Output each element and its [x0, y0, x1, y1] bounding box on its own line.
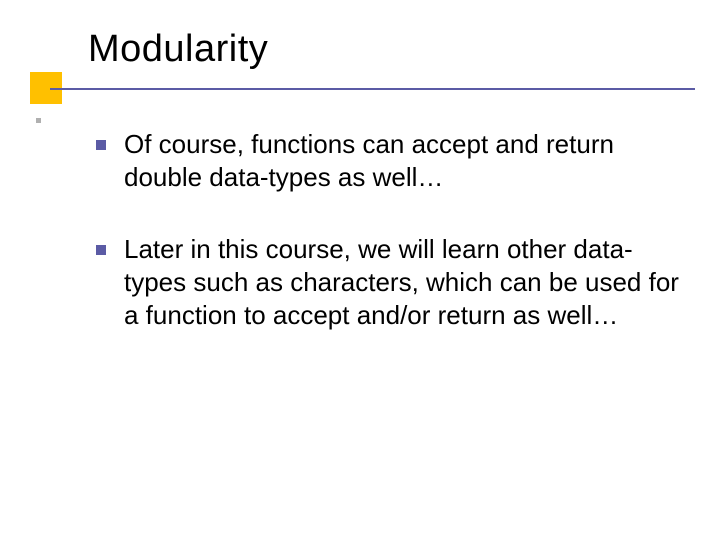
bullet-square-icon: [96, 245, 106, 255]
list-item: Of course, functions can accept and retu…: [96, 128, 688, 195]
slide-title: Modularity: [88, 28, 690, 71]
bullet-text: Later in this course, we will learn othe…: [124, 233, 688, 333]
body-content: Of course, functions can accept and retu…: [96, 128, 688, 370]
slide: Modularity Of course, functions can acce…: [0, 0, 720, 540]
decorative-dot: [36, 118, 41, 123]
list-item: Later in this course, we will learn othe…: [96, 233, 688, 333]
bullet-square-icon: [96, 140, 106, 150]
title-underline: [50, 88, 695, 90]
bullet-text: Of course, functions can accept and retu…: [124, 128, 688, 195]
title-area: Modularity: [88, 28, 690, 71]
